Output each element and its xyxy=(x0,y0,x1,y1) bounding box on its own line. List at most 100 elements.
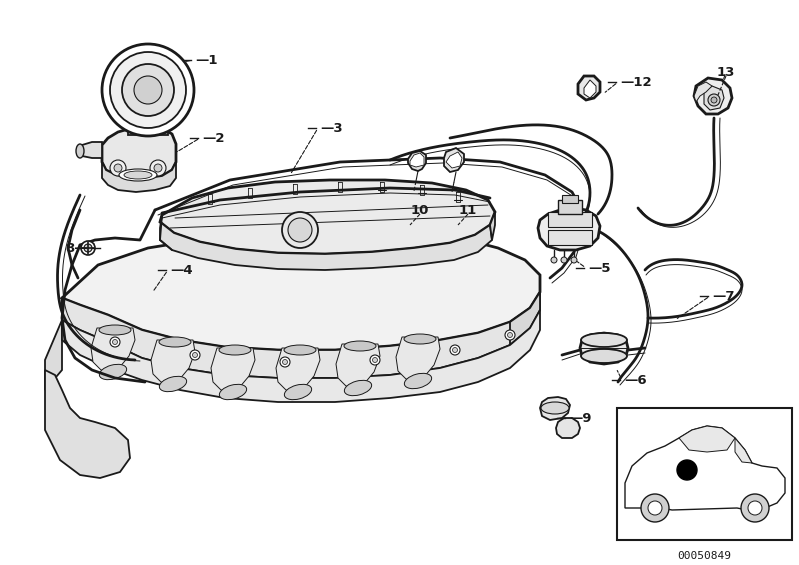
Bar xyxy=(617,408,792,540)
Polygon shape xyxy=(540,397,570,420)
Ellipse shape xyxy=(284,384,312,399)
Circle shape xyxy=(102,44,194,136)
Polygon shape xyxy=(625,426,785,510)
Text: —5: —5 xyxy=(588,262,610,275)
Ellipse shape xyxy=(119,169,157,181)
Polygon shape xyxy=(396,337,440,381)
Polygon shape xyxy=(578,76,600,100)
Polygon shape xyxy=(45,298,62,390)
Text: —2: —2 xyxy=(202,132,225,145)
Polygon shape xyxy=(410,153,424,167)
Circle shape xyxy=(748,501,762,515)
Polygon shape xyxy=(160,215,492,270)
Ellipse shape xyxy=(124,171,152,179)
Text: 13: 13 xyxy=(717,66,735,79)
Circle shape xyxy=(154,164,162,172)
Text: —6: —6 xyxy=(624,373,646,386)
Polygon shape xyxy=(62,292,540,378)
Circle shape xyxy=(372,358,377,363)
Circle shape xyxy=(110,337,120,347)
Ellipse shape xyxy=(581,349,627,363)
Circle shape xyxy=(648,501,662,515)
Polygon shape xyxy=(704,86,724,110)
Polygon shape xyxy=(336,344,380,388)
Ellipse shape xyxy=(159,337,191,347)
Circle shape xyxy=(280,357,290,367)
Polygon shape xyxy=(584,80,596,98)
Polygon shape xyxy=(444,148,464,172)
Circle shape xyxy=(114,164,122,172)
Polygon shape xyxy=(211,348,255,392)
Polygon shape xyxy=(446,152,462,168)
Ellipse shape xyxy=(284,345,316,355)
Circle shape xyxy=(452,347,458,353)
Ellipse shape xyxy=(159,376,187,392)
Polygon shape xyxy=(580,333,628,364)
Text: 11: 11 xyxy=(459,203,477,216)
Text: —3: —3 xyxy=(320,121,343,134)
Circle shape xyxy=(283,359,288,364)
Bar xyxy=(548,212,592,227)
Circle shape xyxy=(150,160,166,176)
Text: —9: —9 xyxy=(569,411,591,424)
Circle shape xyxy=(84,244,92,252)
Polygon shape xyxy=(62,230,540,350)
Text: —7: —7 xyxy=(712,289,734,302)
Polygon shape xyxy=(538,208,600,250)
Ellipse shape xyxy=(99,364,127,380)
Ellipse shape xyxy=(404,373,431,389)
Circle shape xyxy=(561,257,567,263)
Circle shape xyxy=(677,460,697,480)
Polygon shape xyxy=(735,438,752,463)
Polygon shape xyxy=(556,418,580,438)
Polygon shape xyxy=(102,162,176,192)
Text: 00050849: 00050849 xyxy=(677,551,731,561)
Circle shape xyxy=(641,494,669,522)
Circle shape xyxy=(288,218,312,242)
Polygon shape xyxy=(679,426,735,452)
Ellipse shape xyxy=(541,402,569,414)
Ellipse shape xyxy=(220,384,247,399)
Circle shape xyxy=(81,241,95,255)
Text: —12: —12 xyxy=(620,76,652,89)
Ellipse shape xyxy=(76,144,84,158)
Ellipse shape xyxy=(219,345,251,355)
Polygon shape xyxy=(276,348,320,392)
Ellipse shape xyxy=(404,334,436,344)
Circle shape xyxy=(190,350,200,360)
Polygon shape xyxy=(91,328,135,372)
Polygon shape xyxy=(408,151,426,171)
Text: —1: —1 xyxy=(195,54,217,67)
Polygon shape xyxy=(62,310,540,402)
Polygon shape xyxy=(151,340,195,384)
Circle shape xyxy=(708,94,720,106)
Circle shape xyxy=(507,332,512,337)
Text: 8—: 8— xyxy=(66,241,88,254)
Polygon shape xyxy=(102,126,176,178)
Circle shape xyxy=(711,97,717,103)
Circle shape xyxy=(450,345,460,355)
Bar xyxy=(562,195,578,203)
Polygon shape xyxy=(694,78,732,114)
Ellipse shape xyxy=(344,380,372,395)
Polygon shape xyxy=(694,82,712,102)
Circle shape xyxy=(551,257,557,263)
Circle shape xyxy=(193,353,197,358)
Bar xyxy=(558,200,582,214)
Polygon shape xyxy=(80,142,102,158)
Circle shape xyxy=(110,160,126,176)
Ellipse shape xyxy=(344,341,376,351)
Text: 10: 10 xyxy=(411,203,429,216)
Bar xyxy=(548,230,592,245)
Circle shape xyxy=(571,257,577,263)
Polygon shape xyxy=(128,114,168,135)
Polygon shape xyxy=(160,180,495,254)
Circle shape xyxy=(505,330,515,340)
Circle shape xyxy=(282,212,318,248)
Polygon shape xyxy=(510,292,540,345)
Ellipse shape xyxy=(99,325,131,335)
Ellipse shape xyxy=(581,333,627,347)
Circle shape xyxy=(370,355,380,365)
Circle shape xyxy=(110,52,186,128)
Circle shape xyxy=(113,340,117,345)
